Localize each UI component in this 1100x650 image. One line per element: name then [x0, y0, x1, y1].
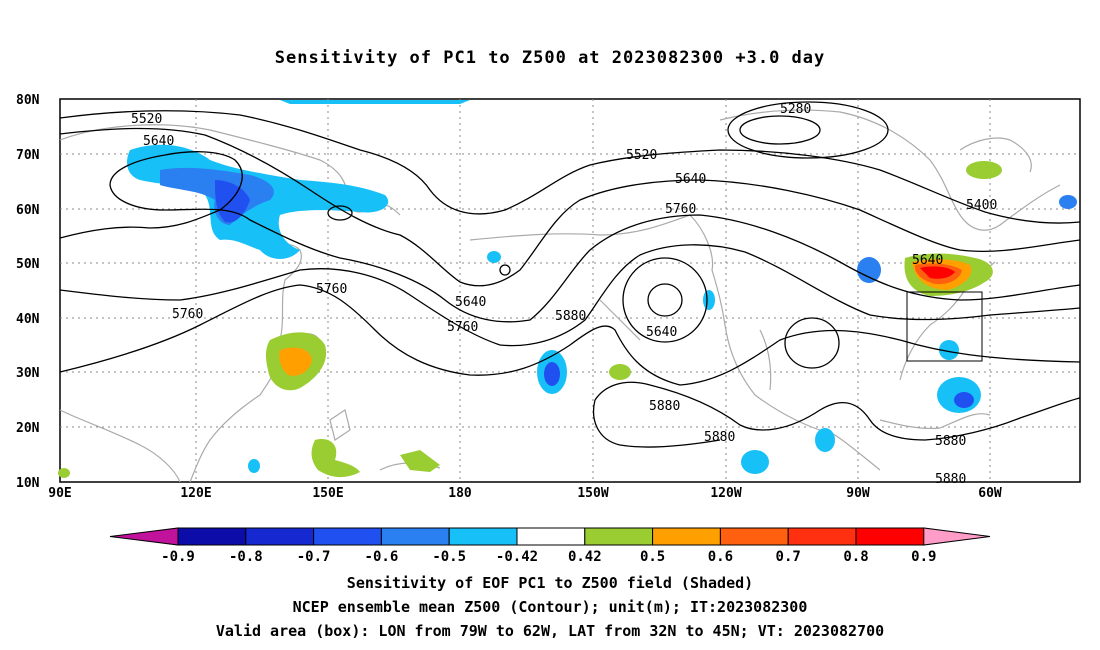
lon-label: 60W [978, 486, 1002, 501]
colorbar-label: -0.6 [365, 549, 399, 565]
colorbar-segment [516, 527, 586, 546]
contour-label: 5880 [935, 434, 966, 449]
colorbar-label: -0.8 [229, 549, 263, 565]
lon-label: 90E [48, 486, 71, 501]
shade-neg-greatlakes [857, 257, 881, 283]
lat-label: 10N [16, 476, 40, 491]
sensitivity-shading [58, 100, 1077, 478]
lon-label: 120E [180, 486, 211, 501]
lat-label: 30N [16, 366, 40, 381]
lon-label: 150W [577, 486, 608, 501]
footer-line-2: NCEP ensemble mean Z500 (Contour); unit(… [292, 598, 808, 616]
grid-lines [60, 99, 1080, 482]
lat-label: 50N [16, 257, 40, 272]
contour-label: 5760 [665, 202, 696, 217]
colorbar-segment [584, 527, 654, 546]
lat-label: 40N [16, 312, 40, 327]
colorbar-segment [313, 527, 382, 546]
lon-label: 180 [448, 486, 472, 501]
map-title: Sensitivity of PC1 to Z500 at 2023082300… [274, 48, 826, 68]
contour-label: 5880 [704, 430, 735, 445]
colorbar-label: -0.7 [297, 549, 331, 565]
colorbar-segment [652, 527, 721, 546]
contour-label: 5880 [555, 309, 586, 324]
contour-label: 5520 [626, 148, 657, 163]
lon-label: 120W [710, 486, 741, 501]
contour-label: 5760 [447, 320, 478, 335]
colorbar-segment [787, 527, 857, 546]
colorbar: -0.9 -0.8 -0.7 -0.6 -0.5 -0.42 0.42 0.5 0.6 0.7 0.… [109, 527, 991, 565]
contour-label: 5640 [912, 253, 943, 268]
contour-label: 5760 [172, 307, 203, 322]
lat-labels: 80N 70N 60N 50N 40N 30N 20N 10N [16, 93, 40, 491]
lat-label: 60N [16, 203, 40, 218]
lon-label: 150E [312, 486, 343, 501]
valid-area-box [906, 291, 983, 362]
contour-label: 5640 [675, 172, 706, 187]
colorbar-min-triangle [109, 527, 179, 546]
lon-labels: 90E 120E 150E 180 150W 120W 90W 60W [48, 486, 1002, 501]
colorbar-label: 0.7 [776, 549, 801, 565]
colorbar-label: 0.9 [911, 549, 936, 565]
contour-label: 5880 [935, 472, 966, 487]
colorbar-segment [719, 527, 789, 546]
contour-label: 5400 [966, 198, 997, 213]
colorbar-label: -0.9 [161, 549, 195, 565]
lon-label: 90W [846, 486, 870, 501]
contour-label: 5640 [646, 325, 677, 340]
colorbar-segment [380, 527, 450, 546]
z500-contours [59, 101, 1081, 448]
colorbar-segment [245, 527, 315, 546]
contour-labels: 5280 5400 5520 5520 5640 5640 5640 5640 … [131, 102, 997, 487]
colorbar-label: -0.5 [432, 549, 466, 565]
lat-label: 20N [16, 421, 40, 436]
colorbar-label: -0.42 [496, 549, 538, 565]
colorbar-label: 0.42 [568, 549, 602, 565]
footer-line-3: Valid area (box): LON from 79W to 62W, L… [215, 622, 885, 640]
contour-label: 5640 [143, 134, 174, 149]
contour-low-arctic [739, 115, 821, 145]
colorbar-max-triangle [923, 527, 991, 546]
colorbar-segment [448, 527, 518, 546]
colorbar-label: 0.6 [708, 549, 733, 565]
colorbar-label: 0.5 [640, 549, 665, 565]
colorbar-segment [855, 527, 925, 546]
contour-label: 5640 [455, 295, 486, 310]
colorbar-segment [177, 527, 247, 546]
contour-label: 5760 [316, 282, 347, 297]
lat-label: 80N [16, 93, 40, 108]
lat-label: 70N [16, 148, 40, 163]
contour-label: 5280 [780, 102, 811, 117]
footer-line-1: Sensitivity of EOF PC1 to Z500 field (Sh… [346, 574, 754, 592]
contour-label: 5520 [131, 112, 162, 127]
contour-label: 5880 [649, 399, 680, 414]
colorbar-label: 0.8 [843, 549, 868, 565]
